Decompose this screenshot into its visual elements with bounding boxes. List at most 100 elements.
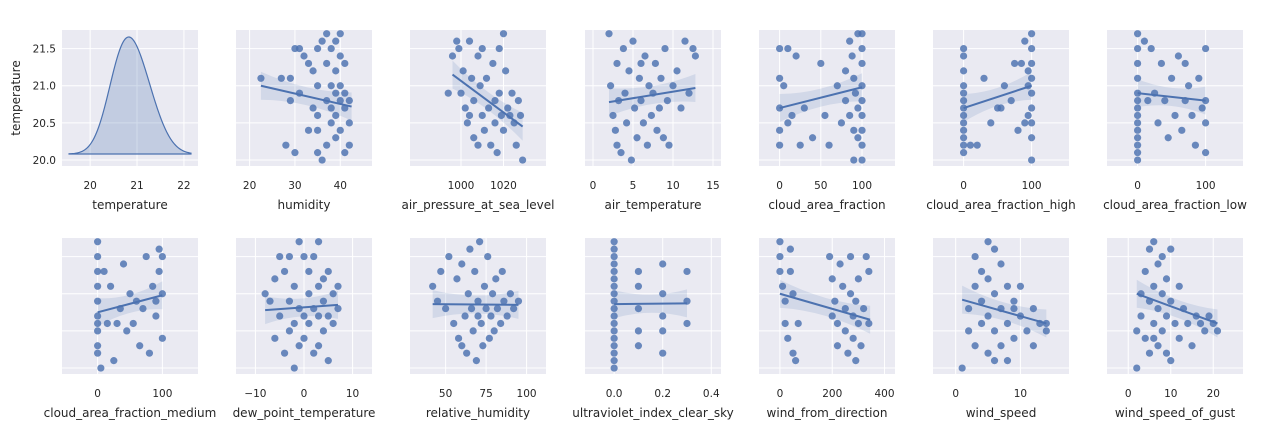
scatter-point <box>319 275 328 283</box>
regression-line <box>260 84 352 108</box>
scatter-point <box>1134 126 1142 134</box>
scatter-point <box>458 260 466 268</box>
scatter-point <box>472 357 480 365</box>
scatter-point <box>471 267 479 276</box>
scatter-point <box>300 312 308 320</box>
scatter-point <box>808 134 817 142</box>
scatter-point <box>480 126 488 134</box>
scatter-point <box>1134 156 1142 164</box>
scatter-point <box>858 97 866 105</box>
scatter-point <box>510 305 518 313</box>
scatter-point <box>332 67 340 75</box>
scatter-point <box>500 297 508 305</box>
scatter-point <box>300 334 308 342</box>
scatter-point <box>960 89 968 97</box>
scatter-point <box>997 260 1005 268</box>
scatter-point <box>1141 334 1149 342</box>
scatter-point <box>784 44 792 53</box>
scatter-point <box>776 252 784 261</box>
scatter-point <box>683 319 691 328</box>
x-tick-label: 10 <box>666 180 679 192</box>
scatter-point <box>488 290 497 298</box>
scatter-point <box>610 327 618 335</box>
scatter-point <box>776 126 784 134</box>
scatter-point <box>332 89 340 97</box>
scatter-point <box>1175 282 1183 290</box>
scatter-point <box>323 141 331 149</box>
kde-curve <box>68 36 192 155</box>
scatter-point <box>637 59 645 68</box>
scatter-point <box>659 290 667 298</box>
scatter-point <box>1028 156 1036 164</box>
scatter-point <box>610 290 618 298</box>
scatter-point <box>493 305 502 313</box>
scatter-point <box>482 305 490 313</box>
x-tick-label: 30 <box>288 180 301 192</box>
scatter-point <box>1202 44 1210 53</box>
x-tick-label: 100 <box>852 180 872 192</box>
scatter-point <box>780 82 788 90</box>
scatter-point <box>276 252 284 261</box>
panel-cloud_area_fraction_low: 0 100 cloud_area_fraction_low <box>1103 30 1247 212</box>
scatter-point <box>1028 119 1036 127</box>
scatter-point <box>291 149 299 157</box>
x-tick-label: 1020 <box>490 180 517 192</box>
scatter-point <box>637 97 645 105</box>
scatter-point <box>1133 327 1141 335</box>
scatter-point <box>468 74 476 82</box>
scatter-point <box>661 44 669 53</box>
scatter-point <box>429 282 437 290</box>
scatter-point <box>465 111 474 120</box>
scatter-point <box>106 282 115 290</box>
scatter-point <box>1145 349 1154 357</box>
x-tick-label: 0 <box>301 388 308 400</box>
scatter-point <box>508 89 516 97</box>
x-axis-label: cloud_area_fraction_high <box>926 198 1076 212</box>
scatter-point <box>319 327 328 335</box>
x-tick-label: 40 <box>334 180 347 192</box>
scatter-point <box>613 141 621 149</box>
x-tick-label: 100 <box>152 388 172 400</box>
scatter-point <box>781 297 789 305</box>
scatter-point <box>142 252 150 261</box>
scatter-point <box>319 297 328 305</box>
scatter-point <box>1133 364 1141 372</box>
scatter-point <box>503 312 511 320</box>
panel-air_temperature: 0 5 10 15 air_temperature <box>585 30 721 212</box>
scatter-point <box>310 252 318 261</box>
scatter-point <box>960 111 968 120</box>
scatter-point <box>1028 59 1036 68</box>
scatter-point <box>455 44 463 53</box>
x-axis-label: wind_from_direction <box>767 406 888 420</box>
scatter-point <box>846 252 855 261</box>
regression-line <box>1137 92 1206 102</box>
scatter-point <box>833 319 842 328</box>
panel-ultraviolet_index_clear_sky: 0.0 0.2 0.4 ultraviolet_index_clear_sky <box>572 238 734 420</box>
panel-wind_speed_of_gust: 0 10 20 wind_speed_of_gust <box>1107 238 1243 420</box>
scatter-point <box>1184 319 1192 328</box>
scatter-point <box>314 44 322 53</box>
scatter-point <box>669 82 677 90</box>
scatter-point <box>1134 119 1142 127</box>
x-tick-label: 22 <box>177 180 190 192</box>
scatter-point <box>610 245 618 253</box>
scatter-point <box>324 357 332 365</box>
scatter-point <box>984 312 992 320</box>
scatter-point <box>437 267 445 276</box>
scatter-point <box>469 327 477 335</box>
scatter-point <box>865 267 873 276</box>
scatter-point <box>336 30 344 38</box>
scatter-point <box>1003 357 1012 365</box>
scatter-point <box>977 297 986 305</box>
x-tick-label: 50 <box>439 388 452 400</box>
scatter-point <box>493 149 501 157</box>
scatter-point <box>828 312 836 320</box>
scatter-point <box>158 334 166 342</box>
scatter-point <box>826 252 834 261</box>
scatter-point <box>971 342 979 350</box>
scatter-point <box>1028 89 1036 97</box>
scatter-point <box>341 89 349 97</box>
scatter-point <box>318 156 326 164</box>
scatter-point <box>1158 252 1166 261</box>
